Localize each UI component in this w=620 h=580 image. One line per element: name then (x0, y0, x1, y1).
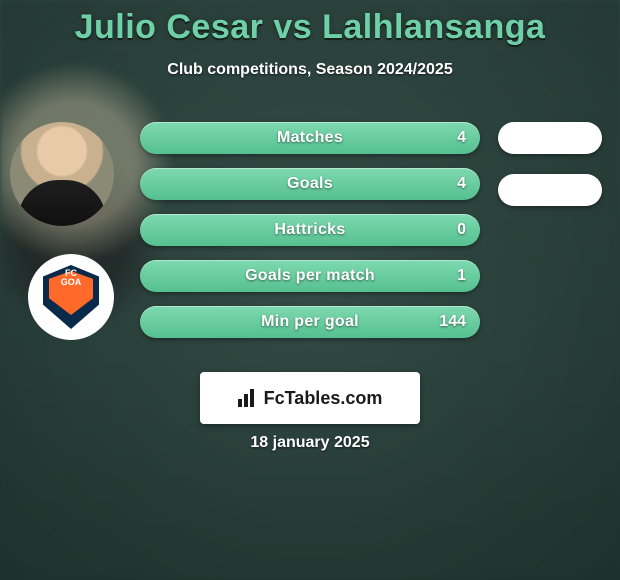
stat-label: Min per goal (261, 313, 359, 331)
opponent-blank-column (498, 122, 602, 226)
stat-value: 144 (439, 313, 466, 331)
stat-value: 4 (457, 175, 466, 193)
blank-pill (498, 174, 602, 206)
content: Julio Cesar vs Lalhlansanga Club competi… (0, 0, 620, 580)
stats-column: Matches 4 Goals 4 Hattricks 0 Goals per … (140, 122, 480, 352)
club-badge-icon (43, 265, 99, 329)
stat-value: 1 (457, 267, 466, 285)
page-subtitle: Club competitions, Season 2024/2025 (0, 61, 620, 79)
page-title: Julio Cesar vs Lalhlansanga (0, 0, 620, 47)
club-avatar (28, 254, 114, 340)
stat-value: 0 (457, 221, 466, 239)
stat-row-matches: Matches 4 (140, 122, 480, 154)
player-avatar (10, 122, 114, 226)
stat-value: 4 (457, 129, 466, 147)
brand-label: FcTables.com (264, 388, 383, 409)
stat-row-goals-per-match: Goals per match 1 (140, 260, 480, 292)
stat-label: Matches (277, 129, 343, 147)
stat-label: Goals per match (245, 267, 375, 285)
stat-row-goals: Goals 4 (140, 168, 480, 200)
avatar-column (10, 122, 130, 368)
infographic-root: Julio Cesar vs Lalhlansanga Club competi… (0, 0, 620, 580)
brand-card: FcTables.com (200, 372, 420, 424)
stat-label: Goals (287, 175, 333, 193)
date-label: 18 january 2025 (0, 434, 620, 452)
stat-label: Hattricks (274, 221, 345, 239)
blank-pill (498, 122, 602, 154)
bar-chart-icon (238, 389, 258, 407)
stat-row-hattricks: Hattricks 0 (140, 214, 480, 246)
stat-row-min-per-goal: Min per goal 144 (140, 306, 480, 338)
